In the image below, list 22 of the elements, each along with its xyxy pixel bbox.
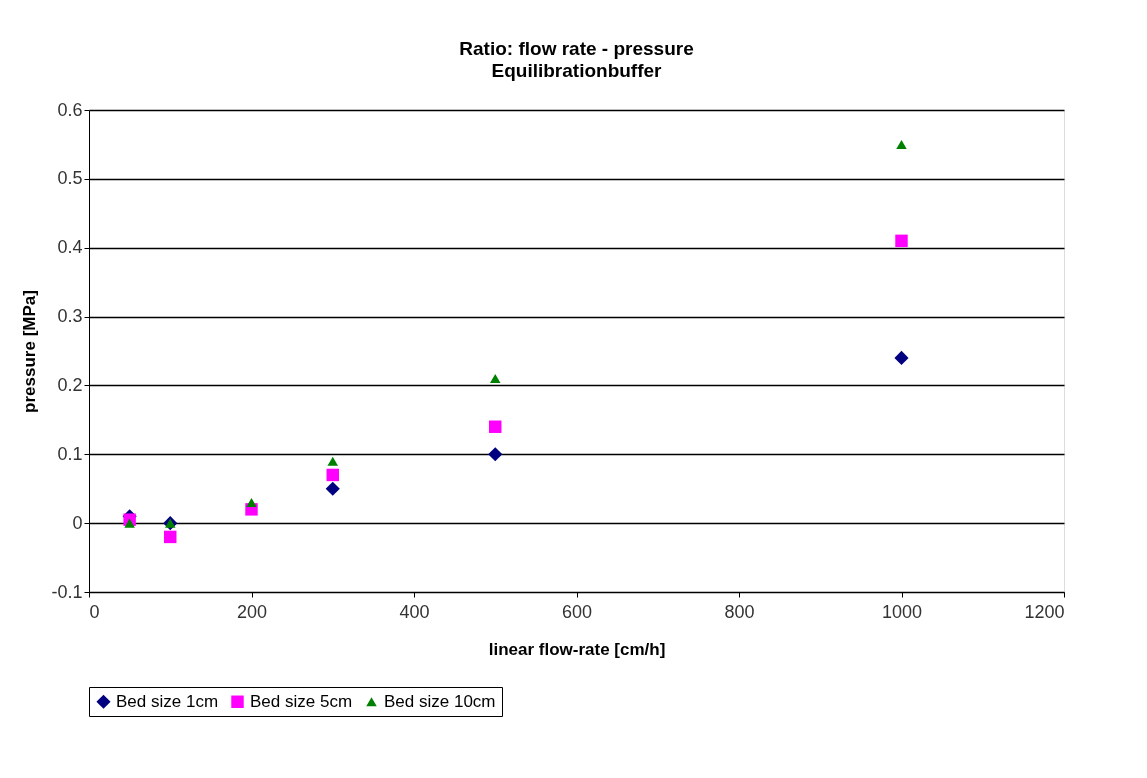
chart-title: Ratio: flow rate - pressure xyxy=(459,38,694,59)
x-tick-label: 800 xyxy=(724,601,755,622)
y-tick-label: 0.6 xyxy=(57,99,83,120)
x-tick-label: 1000 xyxy=(881,601,923,622)
x-tick-label: 600 xyxy=(561,601,593,622)
y-tick-label: -0.1 xyxy=(51,581,83,602)
y-axis-title: pressure [MPa] xyxy=(20,290,40,413)
legend-label: Bed size 5cm xyxy=(250,691,353,711)
chart-subtitle: Equilibrationbuffer xyxy=(491,60,663,81)
y-tick-label: 0.2 xyxy=(57,374,83,395)
x-tick-label: 0 xyxy=(89,601,100,622)
y-tick-label: 0.5 xyxy=(57,168,83,189)
legend-label: Bed size 1cm xyxy=(116,691,219,711)
y-tick-label: 0.1 xyxy=(57,443,83,464)
y-tick-label: 0.4 xyxy=(57,237,83,258)
y-tick-label: 0 xyxy=(72,512,83,533)
x-tick-label: 200 xyxy=(236,601,268,622)
legend-label: Bed size 10cm xyxy=(384,691,496,711)
x-tick-label: 1200 xyxy=(1024,601,1065,622)
x-tick-label: 400 xyxy=(399,601,430,622)
x-axis-title: linear flow-rate [cm/h] xyxy=(488,639,666,659)
y-tick-label: 0.3 xyxy=(57,306,83,327)
